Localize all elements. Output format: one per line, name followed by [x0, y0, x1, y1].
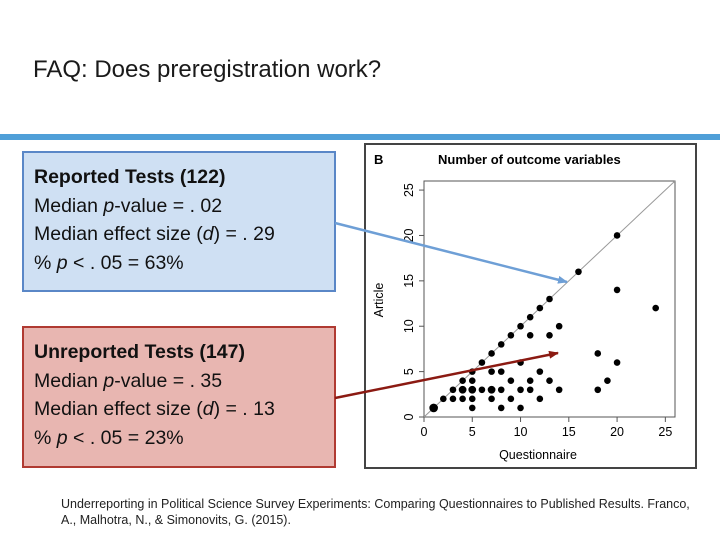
data-point: [449, 386, 457, 394]
data-point: [459, 395, 466, 403]
x-tick-label: 5: [469, 425, 476, 439]
y-tick-label: 0: [402, 413, 416, 420]
x-axis-label: Questionnaire: [499, 448, 577, 462]
data-point: [546, 377, 553, 384]
data-point: [604, 377, 611, 384]
text: Median effect size (: [34, 223, 203, 245]
data-point: [478, 359, 486, 366]
text-italic: d: [202, 223, 214, 245]
text: %: [34, 251, 57, 274]
y-tick-label: 15: [402, 274, 416, 288]
x-tick-label: 25: [658, 425, 672, 439]
data-point: [468, 377, 476, 384]
reported-percent-significant: % p < . 05 = 63%: [34, 249, 334, 278]
data-point: [517, 359, 524, 366]
text: %: [34, 426, 57, 449]
text: -value = . 35: [114, 369, 223, 392]
x-tick-label: 15: [562, 425, 576, 439]
plot-frame: [423, 180, 676, 418]
x-tick-label: 10: [514, 425, 528, 439]
text: < . 05 = 63%: [67, 251, 184, 274]
text-italic: p: [103, 369, 115, 392]
data-point: [526, 332, 534, 339]
data-point: [555, 322, 563, 330]
text: ) = . 29: [213, 223, 275, 245]
panel-label: B: [374, 152, 383, 167]
data-point: [536, 368, 544, 375]
data-point: [594, 386, 602, 394]
data-point: [497, 404, 505, 412]
data-point: [429, 403, 438, 413]
citation: Underreporting in Political Science Surv…: [61, 497, 690, 527]
text: Median: [34, 194, 104, 217]
data-point: [575, 268, 582, 276]
y-tick-label: 25: [402, 183, 416, 197]
data-point: [536, 304, 544, 312]
data-point: [488, 368, 495, 375]
y-axis-label: Article: [372, 283, 386, 318]
data-point: [449, 395, 457, 403]
data-point: [497, 341, 505, 348]
data-point: [468, 395, 476, 403]
text: ) = . 13: [213, 398, 275, 420]
data-point: [517, 404, 524, 412]
data-point: [458, 385, 467, 394]
data-point: [613, 232, 621, 239]
data-point: [613, 286, 621, 294]
unreported-median-effect-size: Median effect size (d) = . 13: [34, 395, 334, 424]
text-italic: p: [56, 426, 68, 449]
unreported-median-p: Median p-value = . 35: [34, 367, 334, 396]
text-italic: p: [56, 251, 68, 274]
reported-median-p: Median p-value = . 02: [34, 192, 334, 221]
chart-title: Number of outcome variables: [438, 152, 621, 167]
data-point: [546, 332, 553, 339]
data-point: [488, 350, 495, 357]
data-point: [594, 350, 602, 357]
reported-tests-box: Reported Tests (122) Median p-value = . …: [22, 151, 336, 292]
text: Median: [34, 369, 104, 392]
scatter-figure: B Number of outcome variables Questionna…: [364, 143, 697, 469]
x-tick-label: 20: [610, 425, 624, 439]
data-point: [507, 332, 515, 339]
text: < . 05 = 23%: [67, 426, 184, 449]
data-point: [497, 386, 505, 394]
text: -value = . 02: [114, 194, 223, 217]
data-point: [546, 295, 553, 303]
data-point: [459, 377, 466, 384]
x-tick-label: 0: [421, 425, 428, 439]
data-point: [468, 385, 477, 394]
data-point: [613, 359, 621, 366]
data-point: [517, 386, 524, 394]
text-italic: d: [202, 398, 214, 420]
data-point: [478, 386, 486, 394]
data-point: [487, 385, 496, 394]
scatter-chart: B Number of outcome variables Questionna…: [372, 152, 676, 462]
text-italic: p: [103, 194, 115, 217]
title-divider: [0, 134, 720, 140]
unreported-percent-significant: % p < . 05 = 23%: [34, 424, 334, 453]
unreported-tests-box: Unreported Tests (147) Median p-value = …: [22, 326, 336, 468]
data-point: [652, 304, 659, 312]
data-point: [440, 395, 447, 403]
data-point: [488, 395, 495, 403]
data-point: [526, 386, 534, 394]
data-point: [517, 322, 524, 330]
data-point: [526, 377, 534, 384]
y-tick-label: 5: [402, 368, 416, 375]
data-point: [468, 404, 476, 412]
y-tick-label: 20: [402, 228, 416, 242]
data-point: [468, 368, 476, 375]
data-point: [507, 395, 515, 403]
reported-tests-heading: Reported Tests (122): [34, 166, 226, 188]
data-point: [526, 313, 534, 321]
unreported-tests-heading: Unreported Tests (147): [34, 341, 245, 363]
reported-median-effect-size: Median effect size (d) = . 29: [34, 220, 334, 249]
text: Median effect size (: [34, 398, 203, 420]
y-tick-label: 10: [402, 319, 416, 333]
data-point: [507, 377, 515, 384]
data-point: [555, 386, 563, 394]
data-point: [536, 395, 544, 403]
data-point: [497, 368, 505, 375]
slide-title: FAQ: Does preregistration work?: [33, 56, 382, 83]
